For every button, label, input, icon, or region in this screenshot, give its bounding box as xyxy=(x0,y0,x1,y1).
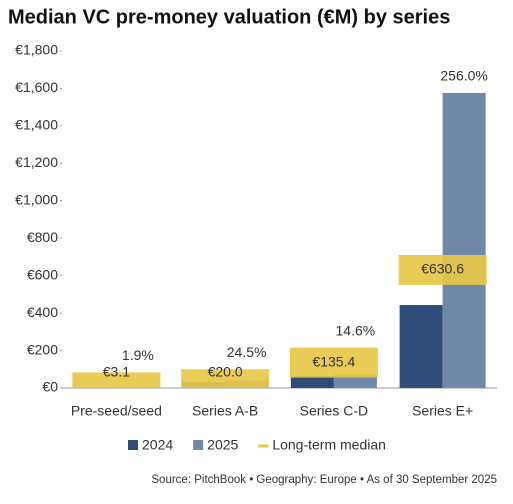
bar xyxy=(399,305,443,388)
median-band xyxy=(398,254,487,285)
median-band xyxy=(181,369,270,388)
bar xyxy=(290,376,334,388)
median-label: €20.0 xyxy=(208,364,243,380)
y-tick-label: €1,600 xyxy=(15,79,58,95)
growth-label: 1.9% xyxy=(122,347,154,363)
y-tick-label: €600 xyxy=(27,266,58,282)
y-tick-label: €800 xyxy=(27,229,58,245)
y-tick-label: €1,200 xyxy=(15,154,58,170)
median-band xyxy=(72,372,161,388)
growth-label: 14.6% xyxy=(336,322,376,338)
y-tick-label: €1,000 xyxy=(15,191,58,207)
bar xyxy=(333,374,377,388)
y-tick-label: €1,400 xyxy=(15,117,58,133)
y-tick-label: €0 xyxy=(42,379,58,395)
y-tick-label: €400 xyxy=(27,304,58,320)
legend-label: Long-term median xyxy=(272,437,386,453)
plot-area xyxy=(72,92,487,388)
x-tick-label: Pre-seed/seed xyxy=(71,403,162,419)
bar xyxy=(442,92,486,388)
growth-label: 24.5% xyxy=(227,344,267,360)
chart-title: Median VC pre-money valuation (€M) by se… xyxy=(8,6,450,28)
x-tick-label: Series E+ xyxy=(412,403,473,419)
legend-swatch xyxy=(193,440,204,450)
median-band xyxy=(289,347,378,378)
x-tick-label: Series C-D xyxy=(300,403,368,419)
median-label: €630.6 xyxy=(421,261,464,277)
x-tick-label: Series A-B xyxy=(192,403,258,419)
median-label: €3.1 xyxy=(103,364,130,380)
legend-label: 2025 xyxy=(207,437,238,453)
y-tick-label: €200 xyxy=(27,341,58,357)
legend-label: 2024 xyxy=(142,437,173,453)
growth-label: 256.0% xyxy=(440,68,487,84)
source: Source: PitchBook • Geography: Europe • … xyxy=(151,474,497,486)
y-tick-label: €1,800 xyxy=(15,42,58,58)
median-label: €135.4 xyxy=(312,353,355,369)
legend-swatch xyxy=(128,440,138,450)
